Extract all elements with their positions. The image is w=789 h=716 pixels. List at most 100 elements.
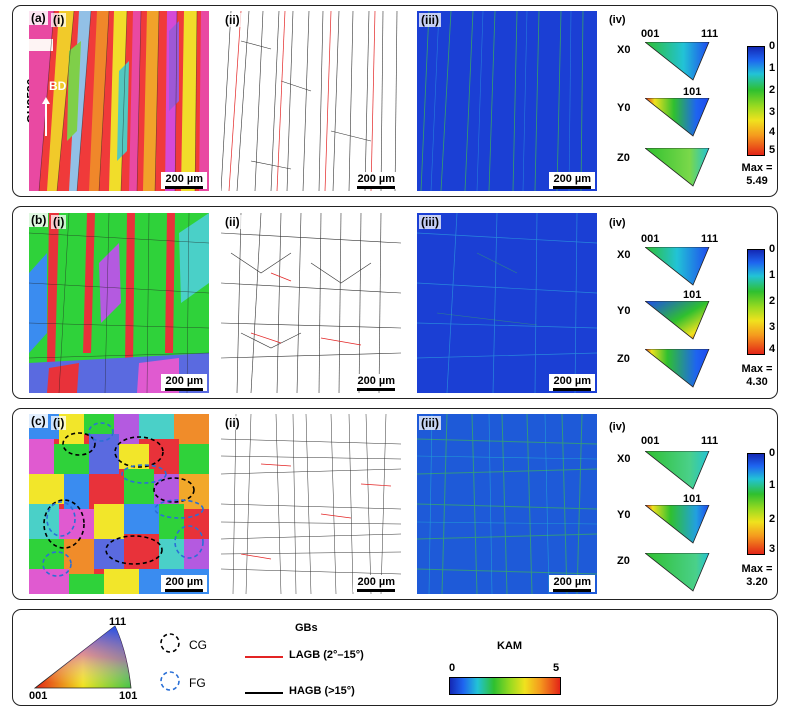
ipf-corner-111: 111 — [701, 435, 719, 447]
ipf-corner-101: 101 — [683, 289, 702, 301]
ipf-corner-001: 001 — [641, 435, 660, 447]
scale-bar: 200 µm — [549, 374, 595, 391]
panel-row-a: GH3536 — [12, 5, 778, 197]
kam-min-label: 0 — [449, 662, 456, 674]
gbs-title: GBs — [295, 622, 318, 634]
kam-tick: 3 — [769, 321, 776, 333]
hagb-line — [245, 692, 283, 694]
kam-texture — [417, 414, 597, 594]
kam-tick: 3 — [769, 543, 776, 555]
ipf-y0-triangle — [645, 98, 710, 137]
ipf-z0-triangle — [645, 148, 710, 187]
subpanel-label: (iii) — [419, 416, 441, 430]
ipf-map: (c) (i) 200 µm — [29, 414, 209, 594]
ipf-x0-label: X0 — [617, 249, 631, 261]
kam-tick: 0 — [769, 447, 776, 459]
scale-bar: 200 µm — [161, 374, 207, 391]
kam-tick: 1 — [769, 269, 776, 281]
panel-row-b: GH3536-TH (b) (i) 200 µm — [12, 206, 778, 399]
ipf-y0-label: Y0 — [617, 305, 631, 317]
kam-map: (iii) 200 µm — [417, 11, 597, 191]
ipf-corner-101: 101 — [683, 493, 702, 505]
gb-lines — [221, 213, 401, 393]
kam-tick: 4 — [769, 343, 776, 355]
gb-lines — [221, 414, 401, 594]
ipf-corner-111: 111 — [701, 233, 719, 245]
fg-circle-icon — [160, 671, 180, 691]
ipf-y0-triangle — [645, 505, 710, 544]
ipf-z0-label: Z0 — [617, 152, 630, 164]
gb-lines — [221, 11, 398, 191]
kam-tick: 3 — [769, 106, 776, 118]
kam-max-label: Max = 3.20 — [741, 563, 773, 588]
ipf-x0-triangle — [645, 247, 710, 286]
kam-tick: 2 — [769, 295, 776, 307]
panel-letter: (c) — [29, 414, 48, 428]
ipf-x0-label: X0 — [617, 453, 631, 465]
subpanel-label: (ii) — [223, 13, 242, 27]
kam-tick: 2 — [769, 84, 776, 96]
scale-bar: 200 µm — [353, 374, 399, 391]
subpanel-label: (i) — [51, 416, 67, 430]
kam-tick: 4 — [769, 126, 776, 138]
ipf-map: (a) (i) BD 200 µm — [29, 11, 209, 191]
subpanel-label: (iv) — [609, 421, 626, 433]
ipf-x0-label: X0 — [617, 44, 631, 56]
kam-colorbar-horizontal — [449, 677, 561, 695]
ipf-corner-001: 001 — [641, 233, 660, 245]
kam-map: (iii) 200 µm — [417, 414, 597, 594]
ipf-z0-label: Z0 — [617, 353, 630, 365]
ipf-z0-label: Z0 — [617, 555, 630, 567]
panel-row-c: GH3536-TL — [12, 408, 778, 600]
fg-label: FG — [189, 676, 206, 690]
panel-letter: (a) — [29, 11, 48, 25]
grain-boundary-map: (ii) 200 µm — [221, 11, 401, 191]
ipf-z0-triangle — [645, 349, 710, 388]
legend-panel: 111 001 101 CG FG GBs LAGB (2°–15°) HAGB… — [12, 609, 778, 706]
ipf-key-111: 111 — [109, 616, 127, 628]
kam-tick: 5 — [769, 144, 776, 156]
ipf-y0-label: Y0 — [617, 102, 631, 114]
kam-max-label: 5 — [553, 662, 560, 674]
kam-title: KAM — [497, 640, 523, 652]
ipf-x0-triangle — [645, 42, 710, 81]
panel-letter: (b) — [29, 213, 49, 227]
lagb-label: LAGB (2°–15°) — [289, 649, 364, 661]
ipf-key-101: 101 — [119, 690, 138, 702]
kam-tick: 1 — [769, 62, 776, 74]
kam-colorbar — [747, 453, 765, 555]
ipf-z0-triangle — [645, 553, 710, 592]
cg-label: CG — [189, 638, 207, 652]
grain-boundary-map: (ii) 200 µm — [221, 213, 401, 393]
hagb-label: HAGB (>15°) — [289, 685, 355, 697]
ipf-map: (b) (i) 200 µm — [29, 213, 209, 393]
ipf-key-001: 001 — [29, 690, 48, 702]
bd-label: BD — [49, 79, 67, 93]
ipf-y0-triangle — [645, 301, 710, 340]
ipf-x0-triangle — [645, 451, 710, 490]
ipf-map-grains — [29, 11, 209, 191]
subpanel-label: (iv) — [609, 217, 626, 229]
ipf-map-grains — [29, 213, 209, 393]
scale-bar: 200 µm — [161, 575, 207, 592]
kam-tick: 1 — [769, 479, 776, 491]
kam-map: (iii) 200 µm — [417, 213, 597, 393]
ipf-y0-label: Y0 — [617, 509, 631, 521]
subpanel-label: (iii) — [419, 13, 441, 27]
ipf-corner-101: 101 — [683, 86, 702, 98]
kam-texture — [420, 11, 584, 191]
kam-tick: 0 — [769, 243, 776, 255]
grain-boundary-map: (ii) 200 µm — [221, 414, 401, 594]
scale-bar: 200 µm — [161, 172, 207, 189]
kam-colorbar — [747, 249, 765, 355]
kam-tick: 2 — [769, 513, 776, 525]
kam-colorbar — [747, 46, 765, 156]
cg-circle-icon — [160, 633, 180, 653]
scale-bar: 200 µm — [549, 172, 595, 189]
scale-bar: 200 µm — [353, 575, 399, 592]
subpanel-label: (i) — [51, 13, 67, 27]
ipf-corner-111: 111 — [701, 28, 719, 40]
lagb-line — [245, 656, 283, 658]
ipf-corner-001: 001 — [641, 28, 660, 40]
kam-max-label: Max = 4.30 — [741, 363, 773, 388]
